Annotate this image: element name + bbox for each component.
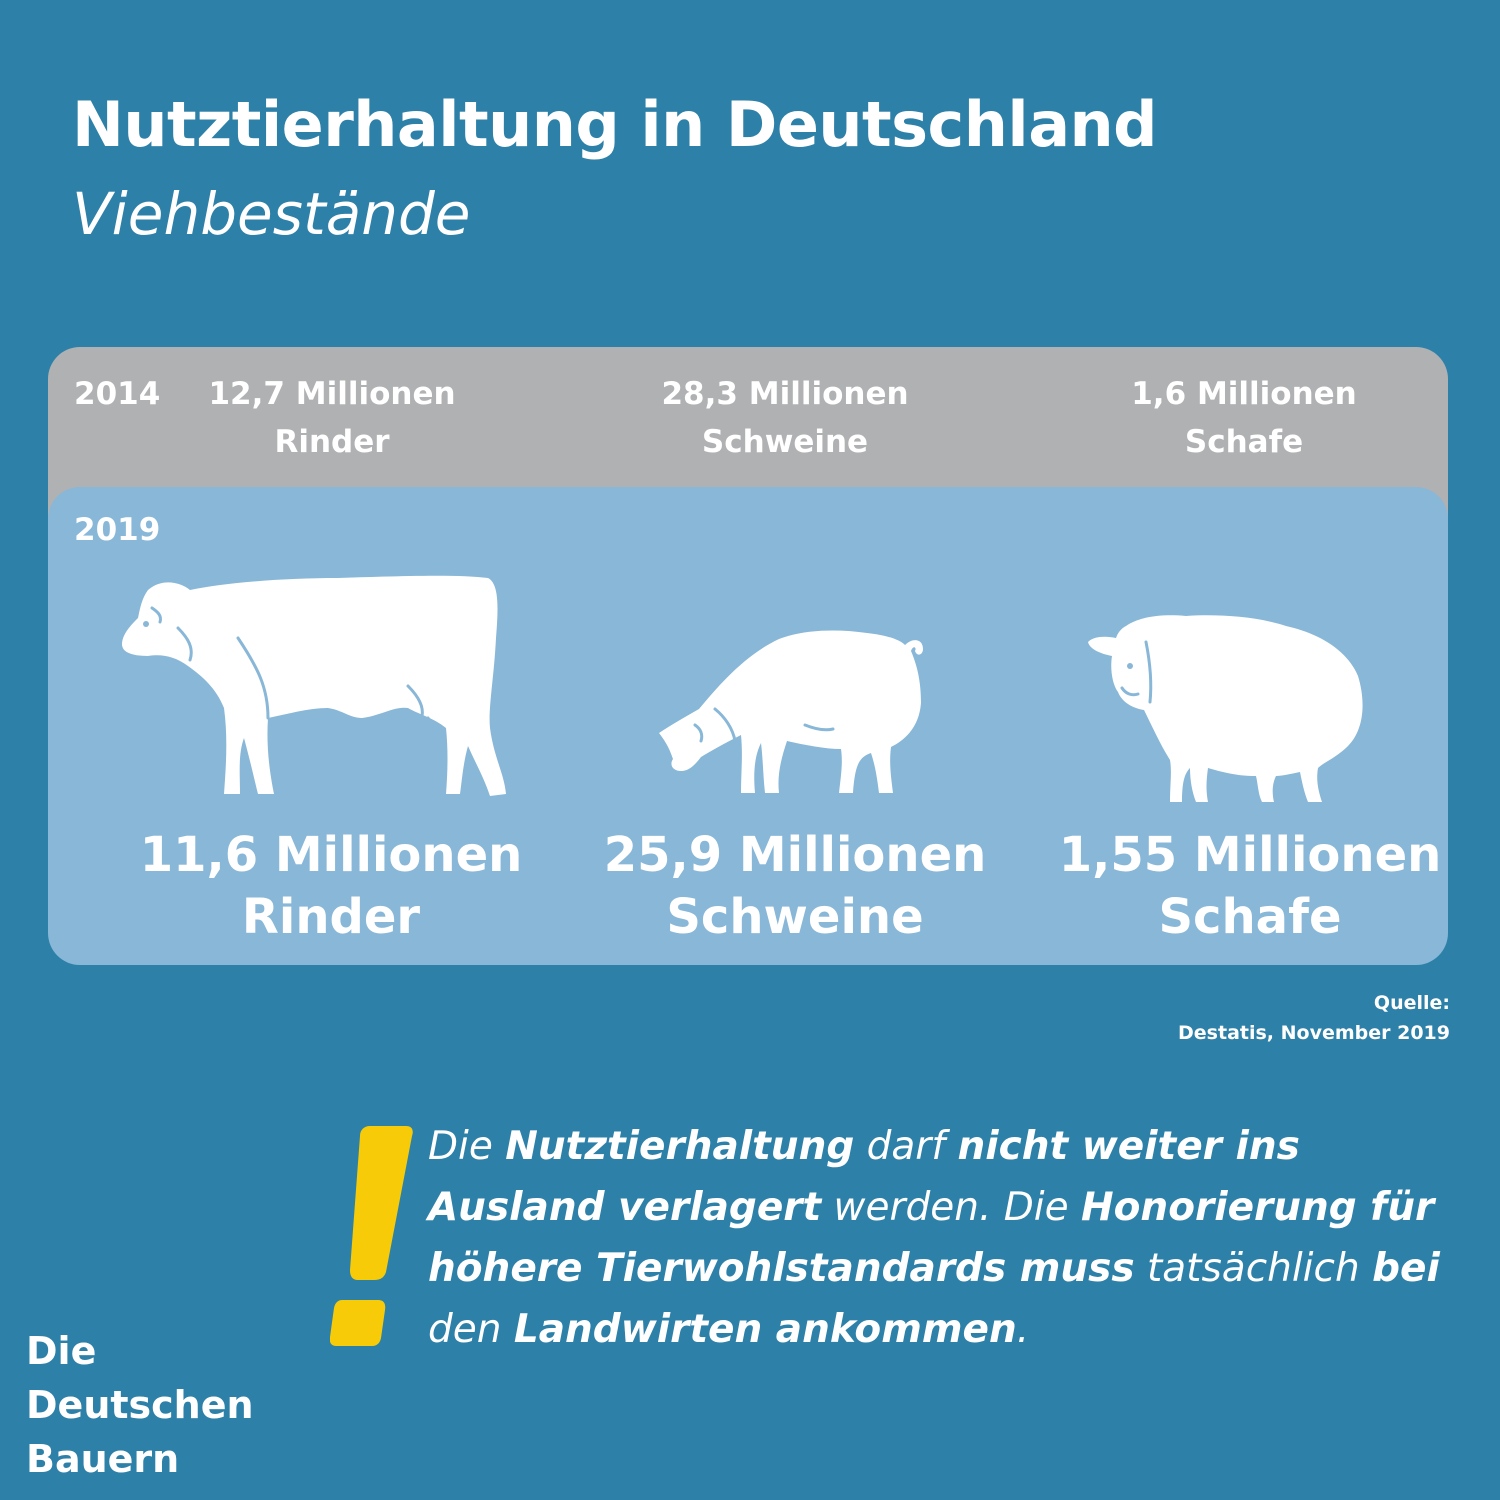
pig-icon (659, 630, 923, 793)
stat-label: Schweine (701, 424, 869, 460)
stat-value: 11,6 Millionen (139, 827, 523, 883)
statement-segment-bold: bei (1372, 1246, 1440, 1291)
year-2014-label: 2014 (74, 376, 161, 412)
page-subtitle: Viehbestände (72, 180, 471, 248)
cow-icon (122, 575, 506, 796)
logo-line: Bauern (26, 1437, 180, 1481)
stat-label: Schafe (1184, 424, 1304, 460)
source-text: Destatis, November 2019 (1178, 1022, 1450, 1044)
statement-segment-bold: Nutztierhaltung (505, 1124, 855, 1169)
stat-2014-pigs: 28,3 Millionen Schweine (615, 370, 955, 466)
statement-text: Die Nutztierhaltung darf nicht weiter in… (428, 1116, 1458, 1360)
statement-segment: den (428, 1307, 514, 1352)
statement-segment: tatsächlich (1134, 1246, 1373, 1291)
statement-segment: werden. Die (821, 1185, 1081, 1230)
statement-segment: . (1016, 1307, 1030, 1352)
stat-2014-sheep: 1,6 Millionen Schafe (1074, 370, 1414, 466)
stat-2019-pigs: 25,9 Millionen Schweine (575, 824, 1015, 948)
stat-value: 1,6 Millionen (1131, 376, 1357, 412)
statement-segment-bold: Landwirten ankommen (513, 1307, 1017, 1352)
statement-segment-bold: Honorierung für höhere Tierwohlstandards… (428, 1185, 1435, 1291)
stat-label: Schweine (666, 889, 924, 945)
stat-label: Rinder (274, 424, 390, 460)
logo-line: Deutschen (26, 1383, 254, 1427)
stat-2019-cattle: 11,6 Millionen Rinder (111, 824, 551, 948)
logo: Die Deutschen Bauern (26, 1324, 254, 1486)
stat-2014-cattle: 12,7 Millionen Rinder (162, 370, 502, 466)
statement-segment: Die (428, 1124, 506, 1169)
stat-2019-sheep: 1,55 Millionen Schafe (1030, 824, 1470, 948)
stat-label: Schafe (1158, 889, 1342, 945)
source-note: Quelle: Destatis, November 2019 (1178, 988, 1450, 1048)
source-label: Quelle: (1373, 992, 1450, 1014)
stat-value: 28,3 Millionen (661, 376, 909, 412)
statement-segment: darf (854, 1124, 958, 1169)
stat-value: 25,9 Millionen (603, 827, 987, 883)
exclamation-icon (330, 1126, 413, 1346)
sheep-icon (1088, 615, 1363, 802)
page-title: Nutztierhaltung in Deutschland (72, 88, 1158, 161)
stat-label: Rinder (241, 889, 421, 945)
statement-segment-bold: nicht weiter ins Ausland verlagert (428, 1124, 1300, 1230)
stat-value: 1,55 Millionen (1058, 827, 1442, 883)
year-2019-label: 2019 (74, 512, 161, 548)
stat-value: 12,7 Millionen (208, 376, 456, 412)
logo-line: Die (26, 1329, 97, 1373)
